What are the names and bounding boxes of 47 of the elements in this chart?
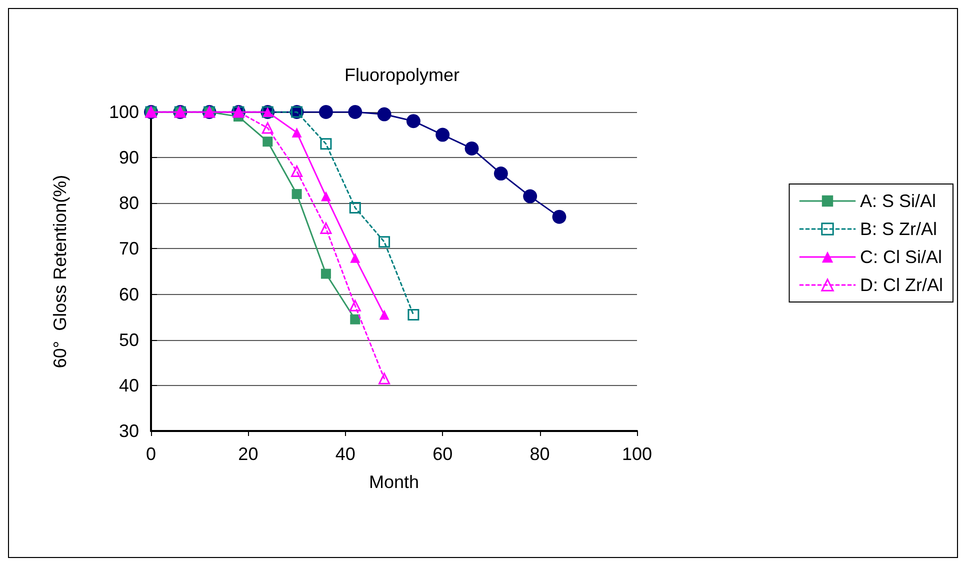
point [320,138,332,150]
x-tick-label: 80 [530,444,550,464]
point [262,136,273,147]
point [348,105,362,119]
y-tick-label: 70 [118,238,139,259]
point [408,309,420,321]
legend-label: D: Cl Zr/Al [860,275,944,295]
legend-label: B: S Zr/Al [860,219,938,239]
chart-title: Fluoropolymer [344,65,460,85]
point [379,310,390,320]
point [552,210,566,224]
legend-label: A: S Si/Al [860,191,936,211]
point [320,268,331,279]
x-tick-label: 60 [432,444,453,464]
point [320,222,332,234]
point [377,107,392,122]
point [292,128,302,138]
point [349,202,361,214]
point [262,122,274,134]
y-tick-label: 30 [118,421,139,441]
x-axis-title: Month [368,472,420,492]
x-tick-label: 0 [146,444,156,464]
x-tick-label: 100 [622,444,652,464]
point [436,128,450,142]
x-tick-label: 40 [335,444,356,464]
legend-label: C: Cl Si/Al [860,247,942,267]
point [494,166,508,181]
point [378,372,390,384]
y-tick-label: 60 [118,284,139,304]
point [406,114,420,128]
y-tick-label: 90 [118,148,139,168]
point [464,141,479,156]
point [291,165,303,177]
y-tick-label: 100 [108,102,139,122]
point [320,191,331,202]
point [318,105,333,119]
y-tick-label: 40 [118,375,139,396]
y-tick-label: 80 [118,193,139,214]
point [378,236,390,248]
y-axis-title: 60° Gloss Retention(%) [50,174,70,368]
y-tick-label: 50 [118,330,139,350]
point [292,189,302,200]
point [350,314,360,324]
point [350,252,360,263]
point [523,189,538,204]
point [349,300,361,312]
x-tick-label: 20 [238,444,258,464]
